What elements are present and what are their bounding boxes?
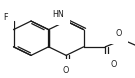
Text: F: F — [3, 13, 8, 22]
Text: HN: HN — [52, 10, 64, 19]
Text: O: O — [63, 66, 69, 75]
Text: O: O — [116, 29, 122, 38]
Text: O: O — [110, 60, 117, 69]
